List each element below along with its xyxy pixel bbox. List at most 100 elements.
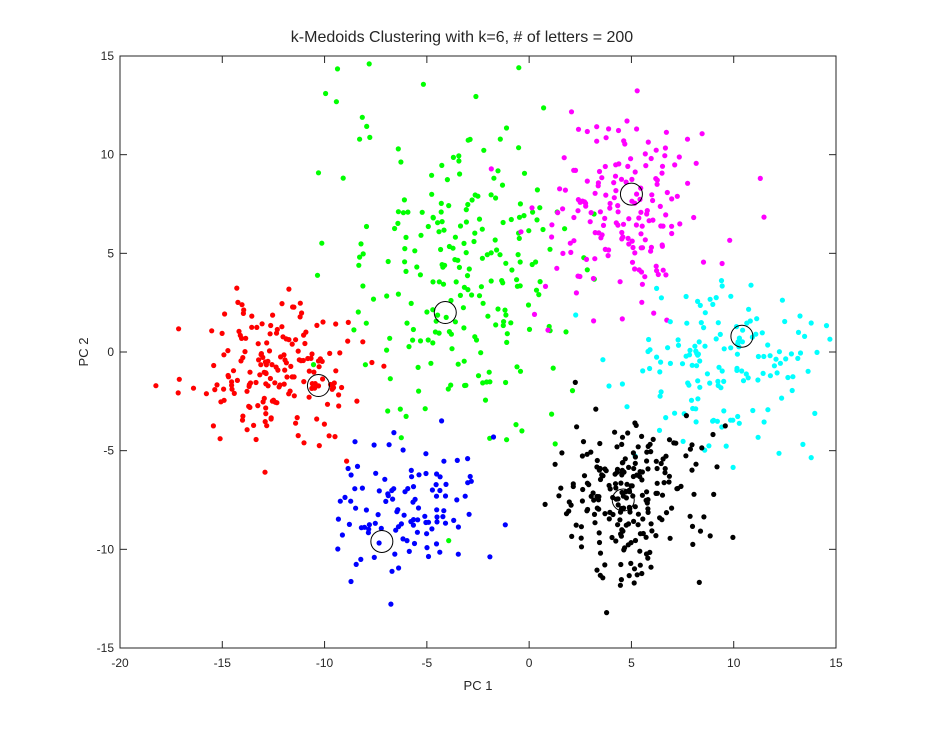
data-point [366, 526, 372, 532]
data-point [785, 374, 791, 381]
data-point [358, 525, 364, 531]
data-point [348, 578, 354, 585]
data-point [241, 307, 247, 313]
data-point [618, 533, 625, 539]
data-point [618, 577, 625, 583]
data-point [300, 357, 306, 364]
data-point [701, 325, 707, 331]
data-point [493, 195, 499, 201]
data-point [434, 507, 440, 513]
data-point [440, 281, 447, 287]
data-point [617, 517, 623, 523]
data-point [452, 319, 458, 325]
data-point [526, 326, 533, 332]
data-point [630, 244, 636, 251]
data-point [783, 356, 789, 362]
data-point [258, 351, 264, 357]
data-point [648, 521, 654, 527]
data-point [435, 220, 441, 226]
data-point [650, 197, 656, 204]
data-point [711, 491, 717, 497]
data-point [675, 342, 682, 348]
data-point [239, 417, 246, 423]
data-point [412, 248, 418, 254]
data-point [693, 461, 699, 467]
data-point [790, 374, 796, 380]
data-point [424, 309, 430, 315]
data-point [657, 203, 663, 209]
data-point [645, 348, 651, 355]
data-point [634, 126, 640, 132]
data-point [268, 322, 274, 329]
data-point [221, 352, 227, 358]
data-point [549, 411, 555, 417]
data-point [263, 411, 269, 417]
data-point [557, 186, 563, 192]
data-point [662, 466, 668, 472]
data-point [658, 359, 664, 365]
data-point [619, 316, 625, 322]
data-point [639, 299, 645, 305]
data-point [614, 469, 620, 475]
data-point [645, 555, 651, 561]
data-point [802, 333, 808, 339]
data-point [592, 256, 598, 262]
data-point [696, 339, 702, 345]
data-point [569, 388, 576, 394]
data-point [625, 430, 631, 436]
data-point [736, 335, 743, 341]
data-point [212, 387, 218, 393]
data-point [303, 329, 309, 335]
data-point [713, 336, 719, 342]
data-point [461, 240, 467, 246]
data-point [314, 322, 320, 328]
data-point [615, 127, 622, 134]
data-point [387, 335, 393, 341]
data-point [357, 254, 363, 260]
data-point [306, 394, 312, 400]
data-point [360, 283, 366, 289]
data-point [236, 328, 242, 334]
data-point [594, 138, 600, 144]
data-point [634, 572, 640, 578]
data-point [562, 226, 568, 232]
data-point [631, 465, 637, 472]
data-point [591, 511, 598, 517]
data-point [613, 485, 619, 491]
data-point [579, 498, 586, 504]
data-point [669, 196, 675, 202]
data-point [674, 193, 680, 199]
data-point [602, 215, 608, 221]
data-point [618, 480, 624, 486]
data-point [371, 554, 377, 561]
data-point [443, 314, 449, 320]
data-point [721, 408, 727, 414]
data-point [572, 379, 578, 385]
data-point [710, 301, 716, 307]
data-point [710, 418, 716, 424]
data-point [587, 219, 593, 225]
data-point [592, 190, 598, 196]
data-point [385, 408, 391, 414]
data-point [516, 235, 522, 241]
data-point [267, 375, 273, 382]
data-point [619, 229, 625, 236]
data-point [433, 541, 440, 547]
data-point [632, 460, 638, 466]
data-point [406, 548, 412, 555]
data-point [761, 214, 767, 220]
data-point [436, 330, 442, 336]
data-point [628, 156, 634, 162]
data-point [645, 509, 651, 515]
data-point [337, 498, 343, 504]
data-point [409, 474, 415, 480]
data-point [452, 257, 458, 263]
data-point [695, 378, 701, 384]
data-point [691, 214, 697, 221]
data-point [211, 362, 217, 369]
data-point [514, 283, 521, 289]
data-point [473, 93, 479, 100]
data-point [387, 376, 393, 382]
data-point [297, 314, 303, 320]
data-point [425, 337, 431, 343]
